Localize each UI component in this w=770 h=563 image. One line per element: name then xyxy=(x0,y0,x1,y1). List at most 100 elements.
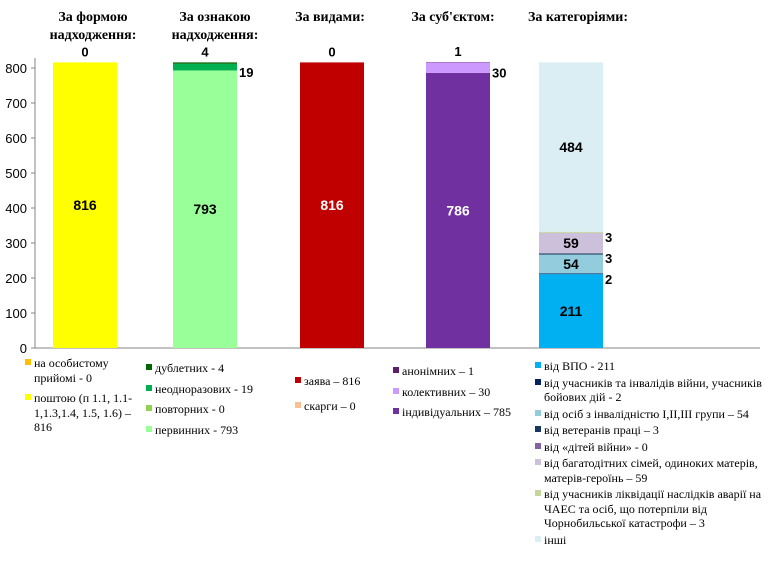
legend-swatch xyxy=(25,359,31,365)
data-label: 1 xyxy=(454,44,461,59)
y-tick-label: 700 xyxy=(5,96,27,111)
legend-item: від ВПО - 211 xyxy=(535,359,767,374)
legend-item: від «дітей війни» - 0 xyxy=(535,440,767,455)
legend-item: первинних - 793 xyxy=(146,423,276,438)
legend-label: від учасників та інвалідів війни, учасни… xyxy=(544,375,762,405)
legend-swatch xyxy=(535,490,541,496)
bar-segment xyxy=(173,70,237,348)
legend-label: поштою (п 1.1, 1.1-1,1.3,1.4, 1.5, 1.6) … xyxy=(34,391,133,434)
legend-label: заява – 816 xyxy=(304,374,361,388)
group-title-subject: За суб'єктом: xyxy=(411,10,495,25)
legend-label: індивідуальних – 785 xyxy=(402,405,511,419)
bar-segment xyxy=(539,232,603,254)
legend-label: від осіб з інвалідністю І,ІІ,ІІІ групи –… xyxy=(544,406,749,421)
legend-swatch xyxy=(146,405,152,411)
legend-swatch xyxy=(295,377,301,383)
legend-swatch xyxy=(535,409,541,416)
group-title-form: За формою надходження: xyxy=(49,10,137,43)
data-label: 3 xyxy=(605,230,612,245)
legend-swatch xyxy=(393,408,399,414)
legend-label: анонімних – 1 xyxy=(402,364,474,378)
bar-segment xyxy=(539,62,603,232)
legend-label: від «дітей війни» - 0 xyxy=(544,439,648,454)
legend-item: від учасників ліквідації наслідків аварі… xyxy=(535,487,767,531)
legend-label: неодноразових - 19 xyxy=(155,381,254,396)
group-title-type: За видами: xyxy=(295,10,365,25)
legend-item: колективних – 30 xyxy=(393,385,528,400)
y-tick-label: 600 xyxy=(5,131,27,146)
bar-segment xyxy=(300,62,364,349)
legend-item: від багатодітних сімей, одиноких матерів… xyxy=(535,456,767,485)
data-label: 211 xyxy=(560,303,583,319)
legend-swatch xyxy=(393,367,399,373)
data-label: 2 xyxy=(605,272,612,287)
legend-item: поштою (п 1.1, 1.1-1,1.3,1.4, 1.5, 1.6) … xyxy=(25,391,133,435)
bar-segment xyxy=(426,62,490,73)
y-tick-label: 400 xyxy=(5,201,27,216)
group-title-category: За категоріями: xyxy=(528,10,628,25)
bar-segment xyxy=(426,72,490,349)
legend-swatch xyxy=(535,442,541,449)
data-label: 19 xyxy=(239,65,253,80)
bar-segment xyxy=(539,231,603,233)
legend-item: індивідуальних – 785 xyxy=(393,405,528,420)
data-label: 0 xyxy=(328,44,335,59)
bar-segment xyxy=(173,63,237,71)
bar-segment xyxy=(539,273,603,275)
data-label: 816 xyxy=(73,197,97,213)
data-label: 0 xyxy=(81,44,88,59)
bar-segment xyxy=(539,253,603,255)
legend-swatch xyxy=(393,387,399,394)
y-tick-label: 300 xyxy=(5,236,27,251)
bar-segment xyxy=(539,274,603,348)
y-tick-label: 0 xyxy=(20,341,27,356)
legend-label: дублетних - 4 xyxy=(155,361,225,375)
legend-swatch xyxy=(535,426,541,432)
legend-item: скарги – 0 xyxy=(295,399,395,414)
y-tick-label: 200 xyxy=(5,271,27,286)
y-tick-label: 800 xyxy=(5,61,27,76)
legend-item: повторних - 0 xyxy=(146,402,276,417)
legend-swatch xyxy=(146,384,152,391)
bar-segment xyxy=(539,254,603,274)
bar-segment xyxy=(173,62,237,64)
legend-label: скарги – 0 xyxy=(304,398,356,413)
data-label: 484 xyxy=(559,139,583,155)
legend-swatch xyxy=(535,535,541,542)
legend-swatch xyxy=(25,394,31,400)
legend-swatch xyxy=(295,401,301,408)
legend-item: від осіб з інвалідністю І,ІІ,ІІІ групи –… xyxy=(535,407,767,422)
legend-label: інші xyxy=(544,532,567,547)
legend-swatch xyxy=(146,425,152,432)
legend-item: заява – 816 xyxy=(295,374,395,389)
bar-segment xyxy=(53,62,117,349)
legend-swatch xyxy=(146,364,152,370)
y-tick-label: 100 xyxy=(5,306,27,321)
legend-category: від ВПО - 211 від учасників та інвалідів … xyxy=(535,359,767,549)
legend-type: заява – 816 скарги – 0 xyxy=(295,374,395,423)
legend-label: від ВПО - 211 xyxy=(544,359,615,373)
legend-subject: анонімних – 1 колективних – 30 індивідуаль… xyxy=(393,364,528,426)
legend-sign: дублетних - 4 неодноразових - 19 повторних… xyxy=(146,361,276,443)
data-label: 59 xyxy=(563,235,579,251)
legend-label: на особистому прийомі - 0 xyxy=(34,356,109,385)
legend-item: неодноразових - 19 xyxy=(146,382,276,397)
legend-label: колективних – 30 xyxy=(402,384,491,399)
legend-item: інші xyxy=(535,533,767,548)
data-label: 786 xyxy=(446,202,470,218)
legend-item: анонімних – 1 xyxy=(393,364,528,379)
legend-item: дублетних - 4 xyxy=(146,361,276,376)
legend-label: від ветеранів праці – 3 xyxy=(544,423,659,437)
legend-label: від учасників ліквідації наслідків аварі… xyxy=(544,487,762,530)
data-label: 793 xyxy=(193,201,217,217)
data-label: 54 xyxy=(563,256,579,272)
group-title-sign: За ознакою надходження: xyxy=(171,10,259,43)
legend-label: повторних - 0 xyxy=(155,402,225,416)
legend-form: на особистому прийомі - 0 поштою (п 1.1, … xyxy=(25,356,133,441)
data-label: 3 xyxy=(605,251,612,266)
data-label: 4 xyxy=(201,44,209,59)
data-label: 816 xyxy=(320,197,344,213)
legend-item: на особистому прийомі - 0 xyxy=(25,356,133,385)
legend-swatch xyxy=(535,378,541,385)
